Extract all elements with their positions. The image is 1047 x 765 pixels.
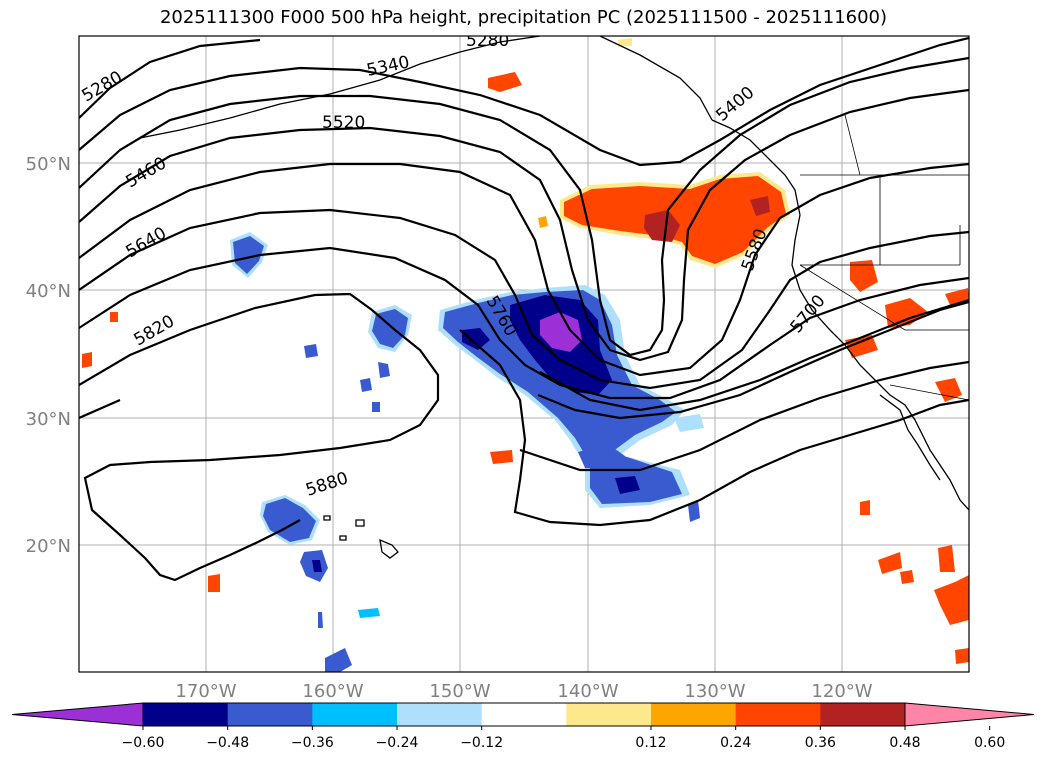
colorbar-tick-label: −0.60 [122,735,165,751]
colorbar-tick-label: 0.24 [720,735,751,751]
colorbar-tick-label: −0.36 [291,735,334,751]
political-borders [799,114,969,401]
colorbar-segment [566,703,652,726]
lon-label: 130°W [684,681,745,702]
colorbar-tick-label: 0.12 [635,735,666,751]
colorbar: −0.60 −0.48 −0.36 −0.24 −0.12 0.12 0.24 0.36 0.4… [11,702,1035,751]
map-title: 2025111300 F000 500 hPa height, precipit… [159,7,888,28]
latitude-labels: 50°N 40°N 30°N 20°N [26,154,71,557]
colorbar-segment [143,703,229,726]
lon-label: 160°W [302,681,363,702]
lat-label: 50°N [26,154,71,175]
colorbar-tick-label: 0.60 [974,735,1005,751]
lon-label: 170°W [175,681,236,702]
colorbar-extend-low [11,702,144,727]
colorbar-segment [312,703,398,726]
colorbar-segment [227,703,313,726]
lon-label: 120°W [811,681,872,702]
map-frame [78,35,970,673]
contour-label: 5280 [466,31,509,51]
precip-positive [82,38,969,664]
colorbar-segment [397,703,483,726]
colorbar-frame [142,702,906,727]
longitude-labels: 170°W 160°W 150°W 140°W 130°W 120°W [175,681,872,702]
colorbar-segment [481,703,567,726]
colorbar-segment [820,703,906,726]
colorbar-extend-high [904,702,1035,727]
contour-label: 5520 [322,113,365,133]
colorbar-tick-label: −0.24 [376,735,419,751]
lat-label: 30°N [26,409,71,430]
coastlines [139,36,969,559]
height-contours [79,36,969,582]
lat-label: 20°N [26,536,71,557]
colorbar-tick-label: 0.36 [805,735,836,751]
lon-label: 140°W [557,681,618,702]
lon-label: 150°W [429,681,490,702]
colorbar-tick-label: −0.48 [206,735,249,751]
colorbar-segment [651,703,737,726]
colorbar-segment [735,703,821,726]
colorbar-tick-label: 0.48 [889,735,920,751]
lat-label: 40°N [26,281,71,302]
colorbar-tick-label: −0.12 [460,735,503,751]
